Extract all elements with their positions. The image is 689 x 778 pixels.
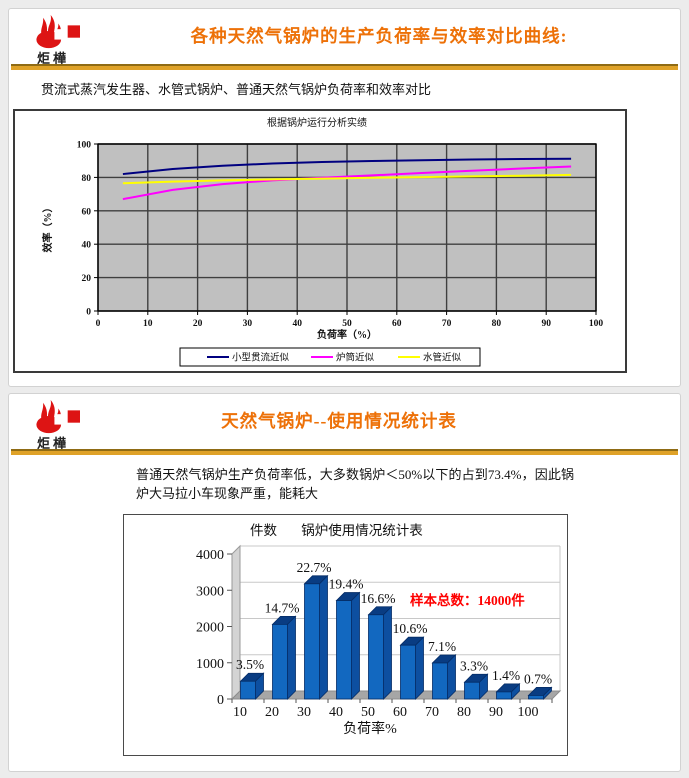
flame-logo-icon xyxy=(36,399,80,434)
bar-chart-title: 锅炉使用情况统计表 xyxy=(301,522,423,538)
company-logo: 炬樺 xyxy=(29,399,115,455)
y-tick-label: 2000 xyxy=(196,621,224,636)
bar-value-label: 7.1% xyxy=(428,639,456,654)
line-chart-title: 根据锅炉运行分析实绩 xyxy=(267,116,367,129)
bar xyxy=(528,695,544,700)
x-tick-label: 40 xyxy=(329,705,343,720)
y-axis-title: 效率（%） xyxy=(41,203,54,253)
x-tick-label: 0 xyxy=(96,319,101,329)
y-axis-title: 件数 xyxy=(250,523,277,538)
y-tick-label: 100 xyxy=(77,141,92,151)
y-tick-label: 0 xyxy=(217,693,224,708)
y-tick-label: 4000 xyxy=(196,548,224,563)
x-tick-label: 100 xyxy=(518,705,539,720)
series-line xyxy=(122,165,572,201)
slide2-title: 天然气锅炉--使用情况统计表 xyxy=(221,411,457,431)
usage-bar-chart: 锅炉使用情况统计表 件数 0 1000 2000 3000 4000 3.5% 10 14.7% 2… xyxy=(123,514,568,756)
legend-label: 水管近似 xyxy=(423,352,462,364)
company-logo: 炬樺 xyxy=(29,14,115,70)
efficiency-line-chart: 根据锅炉运行分析实绩 0 10 20 30 40 50 60 70 80 90 100 0 20 40 60 8… xyxy=(13,109,627,373)
bar-value-label: 14.7% xyxy=(265,600,300,615)
x-axis-title: 负荷率（%） xyxy=(317,328,377,341)
x-tick-label: 30 xyxy=(297,705,311,720)
slide1-subtitle: 贯流式蒸汽发生器、水管式锅炉、普通天然气锅炉负荷率和效率对比 xyxy=(41,82,432,97)
bar-value-label: 16.6% xyxy=(361,591,396,606)
x-tick-label: 70 xyxy=(442,319,452,329)
legend-label: 小型贯流近似 xyxy=(232,352,290,364)
bar xyxy=(464,681,480,700)
sample-total-annotation: 样本总数：14000件 xyxy=(410,592,525,608)
bar-side xyxy=(447,654,456,700)
bar-side xyxy=(351,591,360,700)
line-chart-svg: 根据锅炉运行分析实绩 0 10 20 30 40 50 60 70 80 90 100 0 20 40 60 8… xyxy=(41,116,604,367)
series-line xyxy=(122,157,572,176)
bar xyxy=(336,600,352,700)
slide-1: 炬樺 各种天然气锅炉的生产负荷率与效率对比曲线: 贯流式蒸汽发生器、水管式锅炉、… xyxy=(8,8,681,387)
x-tick-label: 10 xyxy=(143,319,153,329)
bar-value-label: 3.3% xyxy=(460,658,488,673)
bar-side xyxy=(415,636,424,700)
legend-label: 炉筒近似 xyxy=(336,352,375,364)
bar-chart-svg: 锅炉使用情况统计表 件数 0 1000 2000 3000 4000 3.5% 10 14.7% 2… xyxy=(196,522,562,737)
bar-value-label: 3.5% xyxy=(236,657,264,672)
x-axis-title: 负荷率% xyxy=(343,720,397,737)
x-tick-label: 90 xyxy=(489,705,503,720)
x-tick-label: 60 xyxy=(393,705,407,720)
bar xyxy=(240,680,256,700)
y-tick-label: 20 xyxy=(82,274,92,284)
y-tick-label: 3000 xyxy=(196,584,224,599)
bar-value-label: 22.7% xyxy=(297,560,332,575)
title-divider xyxy=(11,64,678,70)
bar xyxy=(496,691,512,700)
x-tick-label: 70 xyxy=(425,705,439,720)
bar xyxy=(304,583,320,700)
slide2-body-text: 普通天然气锅炉生产负荷率低，大多数锅炉＜50%以下的占到73.4%，因此锅炉大马… xyxy=(136,467,574,501)
x-tick-label: 80 xyxy=(457,705,471,720)
flame-logo-icon xyxy=(36,14,80,49)
series-line xyxy=(122,173,572,185)
x-tick-label: 60 xyxy=(392,319,402,329)
bar-value-label: 1.4% xyxy=(492,668,520,683)
bar-value-label: 0.7% xyxy=(524,671,552,686)
chart-wall xyxy=(231,544,241,701)
bar xyxy=(400,644,416,700)
x-tick-label: 90 xyxy=(541,319,551,329)
bar-side xyxy=(287,615,296,700)
bar-side xyxy=(383,605,392,700)
x-tick-label: 50 xyxy=(342,319,352,329)
x-tick-label: 50 xyxy=(361,705,375,720)
x-tick-label: 30 xyxy=(243,319,253,329)
bar xyxy=(272,623,288,700)
x-tick-label: 100 xyxy=(589,319,604,329)
x-tick-label: 10 xyxy=(233,705,247,720)
y-tick-label: 60 xyxy=(82,207,92,217)
slide1-title: 各种天然气锅炉的生产负荷率与效率对比曲线: xyxy=(190,26,568,46)
x-tick-label: 80 xyxy=(492,319,502,329)
x-tick-label: 40 xyxy=(292,319,302,329)
bar xyxy=(368,614,384,700)
bar-side xyxy=(319,574,328,700)
x-tick-label: 20 xyxy=(193,319,203,329)
y-tick-label: 0 xyxy=(86,308,91,318)
y-tick-label: 40 xyxy=(82,241,92,251)
bar-value-label: 10.6% xyxy=(393,621,428,636)
title-divider xyxy=(11,449,678,455)
y-tick-label: 80 xyxy=(82,174,92,184)
bar xyxy=(432,662,448,700)
slide-2: 炬樺 天然气锅炉--使用情况统计表 普通天然气锅炉生产负荷率低，大多数锅炉＜50… xyxy=(8,393,681,772)
x-tick-label: 20 xyxy=(265,705,279,720)
y-tick-label: 1000 xyxy=(196,657,224,672)
bar-value-label: 19.4% xyxy=(329,577,364,592)
